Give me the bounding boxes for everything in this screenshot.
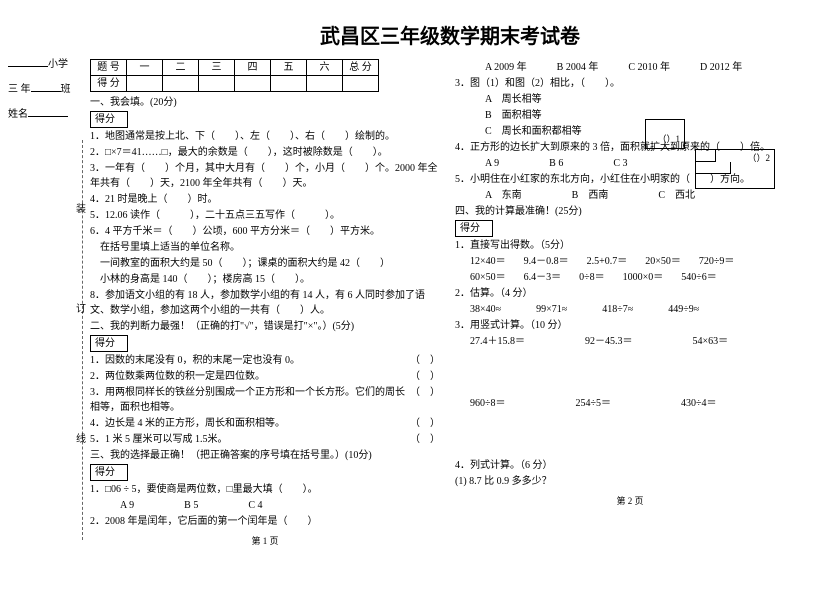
score-table: 题 号 一 二 三 四 五 六 总 分 得 分 bbox=[90, 59, 379, 92]
class-label: 班 bbox=[61, 84, 71, 95]
judge-row: 4．边长是 4 米的正方形，周长和面积相等。（ ） bbox=[90, 416, 440, 431]
gutter-char-3: 线 bbox=[76, 430, 86, 445]
section-4-title: 四、我的计算最准确！(25分) bbox=[455, 204, 805, 219]
q7a: 在括号里填上适当的单位名称。 bbox=[90, 240, 440, 255]
gutter-char-2: 订 bbox=[76, 300, 86, 315]
choice-1: 1．□06 ÷ 5，要使商是两位数，□里最大填（ ）。 bbox=[90, 482, 440, 497]
q5: 5．12.06 读作（ ），二十五点三五写作（ ）。 bbox=[90, 208, 440, 223]
main-content: 题 号 一 二 三 四 五 六 总 分 得 分 一、我会填。(20分) 得分 1… bbox=[90, 59, 840, 549]
head-cell: 二 bbox=[163, 60, 199, 76]
left-column: 题 号 一 二 三 四 五 六 总 分 得 分 一、我会填。(20分) 得分 1… bbox=[90, 59, 440, 549]
head-cell: 五 bbox=[271, 60, 307, 76]
figure-1: （）1 bbox=[645, 119, 685, 149]
judge-row: 3．用两根同样长的铁丝分别围成一个正方形和一个长方形。它们的周长相等，面积也相等… bbox=[90, 385, 440, 415]
section-2-title: 二、我的判断力最强！（正确的打"√"，错误是打"×"。）(5分) bbox=[90, 319, 440, 334]
exam-title: 武昌区三年级数学期末考试卷 bbox=[60, 0, 840, 49]
q1: 1．地图通常是按上北、下（ ）、左（ ）、右（ ）绘制的。 bbox=[90, 129, 440, 144]
calc-1-title: 1．直接写出得数。（5分） bbox=[455, 238, 805, 253]
vert-row: 27.4＋15.8＝92－45.3＝54×63＝ bbox=[455, 334, 805, 349]
head-cell: 六 bbox=[307, 60, 343, 76]
score-box: 得分 bbox=[455, 220, 493, 237]
q3: 3．一年有（ ）个月，其中大月有（ ）个，小月（ ）个。2000 年全年共有（ … bbox=[90, 161, 440, 191]
head-cell: 一 bbox=[127, 60, 163, 76]
choice-2-opts: A 2009 年B 2004 年C 2010 年D 2012 年 bbox=[455, 60, 805, 75]
name-label: 姓名 bbox=[8, 109, 28, 120]
score-box: 得分 bbox=[90, 111, 128, 128]
page-number-2: 第 2 页 bbox=[455, 495, 805, 509]
choice-5-opts: A 东南B 西南C 西北 bbox=[455, 188, 805, 203]
choice-1-opts: A 9B 5C 4 bbox=[90, 498, 440, 513]
calc-4-title: 4．列式计算。（6 分） bbox=[455, 458, 805, 473]
section-1-title: 一、我会填。(20分) bbox=[90, 95, 440, 110]
c3-opt-a: A 周长相等 bbox=[455, 92, 805, 107]
choice-3: 3．图（1）和图（2）相比，（ ）。 bbox=[455, 76, 805, 91]
score-box: 得分 bbox=[90, 335, 128, 352]
calc-row: 60×50＝6.4－3＝0÷8＝1000×0＝540÷6＝ bbox=[455, 270, 805, 285]
grade-label: 三 年 bbox=[8, 84, 31, 95]
head-cell: 总 分 bbox=[343, 60, 379, 76]
calc-row: 12×40＝9.4－0.8＝2.5+0.7＝20×50＝720÷9＝ bbox=[455, 254, 805, 269]
calc-4a: (1) 8.7 比 0.9 多多少？ bbox=[455, 474, 805, 489]
student-info-sidebar: 小学 三 年 班 姓名 bbox=[8, 55, 86, 130]
q4: 4．21 时是晚上（ ）时。 bbox=[90, 192, 440, 207]
judge-row: 5．1 米 5 厘米可以写成 1.5米。（ ） bbox=[90, 432, 440, 447]
head-cell: 三 bbox=[199, 60, 235, 76]
calc-3-title: 3．用竖式计算。（10 分） bbox=[455, 318, 805, 333]
score-box: 得分 bbox=[90, 464, 128, 481]
page-number-1: 第 1 页 bbox=[90, 535, 440, 549]
judge-row: 2．两位数乘两位数的积一定是四位数。（ ） bbox=[90, 369, 440, 384]
score-row-label: 得 分 bbox=[91, 76, 127, 92]
calc-2-title: 2．估算。（4 分） bbox=[455, 286, 805, 301]
est-row: 38×40≈99×71≈418÷7≈449÷9≈ bbox=[455, 302, 805, 317]
choice-2: 2．2008 年是闰年，它后面的第一个闰年是（ ） bbox=[90, 514, 440, 529]
q2: 2．□×7＝41……□，最大的余数是（ ），这时被除数是（ ）。 bbox=[90, 145, 440, 160]
c3-opt-b: B 面积相等 bbox=[455, 108, 805, 123]
q6: 6．4 平方千米＝（ ）公顷，600 平方分米＝（ ）平方米。 bbox=[90, 224, 440, 239]
head-cell: 题 号 bbox=[91, 60, 127, 76]
q7b: 一间教室的面积大约是 50（ ）；课桌的面积大约是 42（ ） bbox=[90, 256, 440, 271]
c3-opt-c: C 周长和面积都相等 bbox=[455, 124, 805, 139]
school-label: 小学 bbox=[48, 59, 68, 70]
section-3-title: 三、我的选择最正确！（把正确答案的序号填在括号里。）(10分) bbox=[90, 448, 440, 463]
figure-2: （）2 bbox=[695, 149, 775, 189]
vert-row: 960÷8＝254÷5＝430÷4＝ bbox=[455, 396, 805, 411]
gutter-char-1: 装 bbox=[76, 200, 86, 215]
q7c: 小林的身高是 140（ ）；楼房高 15（ ）。 bbox=[90, 272, 440, 287]
head-cell: 四 bbox=[235, 60, 271, 76]
right-column: A 2009 年B 2004 年C 2010 年D 2012 年 3．图（1）和… bbox=[455, 59, 805, 549]
q8: 8．参加语文小组的有 18 人，参加数学小组的有 14 人，有 6 人同时参加了… bbox=[90, 288, 440, 318]
judge-row: 1．因数的末尾没有 0，积的末尾一定也没有 0。（ ） bbox=[90, 353, 440, 368]
